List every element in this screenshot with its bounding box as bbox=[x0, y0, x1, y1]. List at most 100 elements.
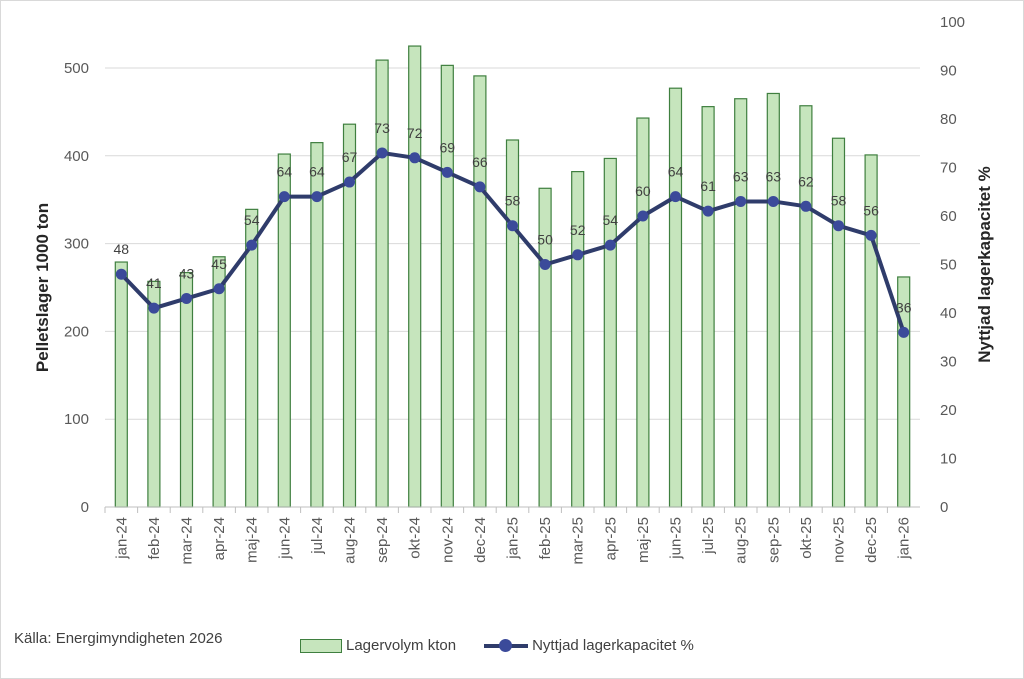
line-point bbox=[865, 229, 877, 241]
line-point bbox=[507, 220, 518, 232]
x-tick-label: mar-25 bbox=[570, 517, 587, 565]
bar bbox=[799, 105, 813, 508]
x-tick-label: dec-24 bbox=[472, 517, 489, 563]
y-tick-label: 0 bbox=[81, 499, 89, 516]
x-tick-label: aug-24 bbox=[342, 517, 359, 564]
x-tick-label: nov-25 bbox=[831, 517, 848, 563]
bar bbox=[636, 117, 650, 508]
line-point bbox=[181, 292, 192, 304]
y2-tick-label: 10 bbox=[940, 451, 957, 468]
y2-tick-label: 90 bbox=[940, 63, 957, 80]
x-tick-label: okt-25 bbox=[798, 517, 815, 559]
legend-item-bars: Lagervolym kton bbox=[300, 637, 456, 654]
legend-label: Lagervolym kton bbox=[346, 637, 457, 654]
bar bbox=[473, 75, 487, 508]
x-tick-label: maj-24 bbox=[244, 517, 261, 563]
bar bbox=[114, 261, 128, 508]
x-tick-label: jan-26 bbox=[896, 517, 913, 560]
legend-item-line: Nyttjad lagerkapacitet % bbox=[484, 637, 694, 654]
line-point bbox=[441, 166, 453, 178]
x-tick-label: feb-24 bbox=[146, 517, 163, 560]
bar bbox=[668, 87, 683, 508]
x-tick-label: apr-24 bbox=[211, 517, 228, 560]
data-label: 58 bbox=[505, 193, 521, 209]
y2-tick-label: 100 bbox=[940, 14, 965, 31]
data-label: 66 bbox=[472, 154, 488, 170]
y-tick-label: 500 bbox=[64, 60, 89, 77]
x-tick-label: feb-25 bbox=[537, 517, 554, 560]
x-tick-label: maj-25 bbox=[635, 517, 652, 563]
line-point bbox=[148, 302, 160, 314]
x-tick-label: jun-25 bbox=[668, 517, 685, 560]
line-point bbox=[115, 268, 127, 280]
source-note: Källa: Energimyndigheten 2026 bbox=[14, 630, 223, 647]
line-point bbox=[246, 239, 258, 251]
y2-tick-label: 60 bbox=[940, 208, 957, 225]
data-label: 64 bbox=[309, 164, 325, 180]
data-label: 67 bbox=[342, 149, 358, 165]
legend-label: Nyttjad lagerkapacitet % bbox=[532, 637, 694, 654]
bar bbox=[440, 64, 454, 508]
x-tick-label: dec-25 bbox=[863, 517, 880, 563]
line-point bbox=[670, 191, 681, 203]
y2-tick-label: 80 bbox=[940, 111, 957, 128]
bar bbox=[766, 92, 780, 508]
y-tick-label: 100 bbox=[64, 411, 89, 428]
x-tick-label: sep-24 bbox=[374, 517, 391, 563]
y-tick-label: 400 bbox=[64, 148, 89, 165]
data-label: 56 bbox=[863, 202, 879, 218]
legend-bar-swatch bbox=[300, 638, 342, 653]
data-label: 63 bbox=[733, 168, 749, 184]
data-label: 50 bbox=[537, 232, 553, 248]
line-point bbox=[572, 249, 584, 261]
data-label: 63 bbox=[766, 168, 782, 184]
line-point bbox=[833, 220, 844, 232]
x-tick-label: nov-24 bbox=[439, 517, 456, 563]
line-point bbox=[539, 259, 551, 270]
data-label: 54 bbox=[244, 212, 260, 228]
y-tick-label: 200 bbox=[64, 323, 89, 340]
line-point bbox=[702, 205, 714, 217]
bar bbox=[701, 106, 715, 508]
y-axis-title: Pelletslager 1000 ton bbox=[33, 203, 52, 372]
x-tick-label: jul-25 bbox=[700, 517, 717, 555]
x-tick-label: mar-24 bbox=[179, 517, 196, 565]
x-tick-label: aug-25 bbox=[733, 517, 750, 564]
legend-line-swatch bbox=[484, 638, 529, 653]
y2-axis-title: Nyttjad lagerkapacitet % bbox=[975, 166, 994, 363]
data-label: 61 bbox=[700, 178, 716, 194]
line-point bbox=[376, 147, 388, 159]
line-point bbox=[213, 283, 225, 295]
data-label: 62 bbox=[798, 173, 814, 189]
legend: Lagervolym kton Nyttjad lagerkapacitet % bbox=[300, 637, 694, 654]
x-tick-label: apr-25 bbox=[602, 517, 619, 560]
bar bbox=[212, 256, 226, 508]
data-label: 60 bbox=[635, 183, 651, 199]
line-point bbox=[278, 191, 290, 203]
x-tick-label: jan-24 bbox=[113, 517, 130, 560]
x-tick-label: jan-25 bbox=[505, 517, 522, 560]
line-point bbox=[898, 326, 910, 338]
line-point bbox=[311, 191, 323, 203]
x-tick-label: jun-24 bbox=[276, 517, 293, 560]
y2-tick-label: 50 bbox=[940, 257, 957, 274]
data-label: 36 bbox=[896, 299, 912, 315]
line-point bbox=[637, 210, 649, 222]
data-label: 58 bbox=[831, 193, 847, 209]
line-point bbox=[604, 239, 616, 251]
line-point bbox=[800, 200, 812, 212]
y2-tick-label: 30 bbox=[940, 354, 957, 371]
line-point bbox=[409, 152, 421, 164]
line-point bbox=[735, 195, 747, 207]
y2-tick-label: 20 bbox=[940, 402, 957, 419]
x-tick-label: jul-24 bbox=[309, 517, 326, 555]
line-point bbox=[474, 181, 486, 193]
y2-tick-label: 0 bbox=[940, 499, 948, 516]
data-label: 48 bbox=[114, 241, 130, 257]
bar bbox=[734, 98, 748, 508]
bar bbox=[277, 153, 291, 508]
data-label: 54 bbox=[603, 212, 619, 228]
data-label: 45 bbox=[211, 256, 227, 272]
data-label: 41 bbox=[146, 275, 162, 291]
